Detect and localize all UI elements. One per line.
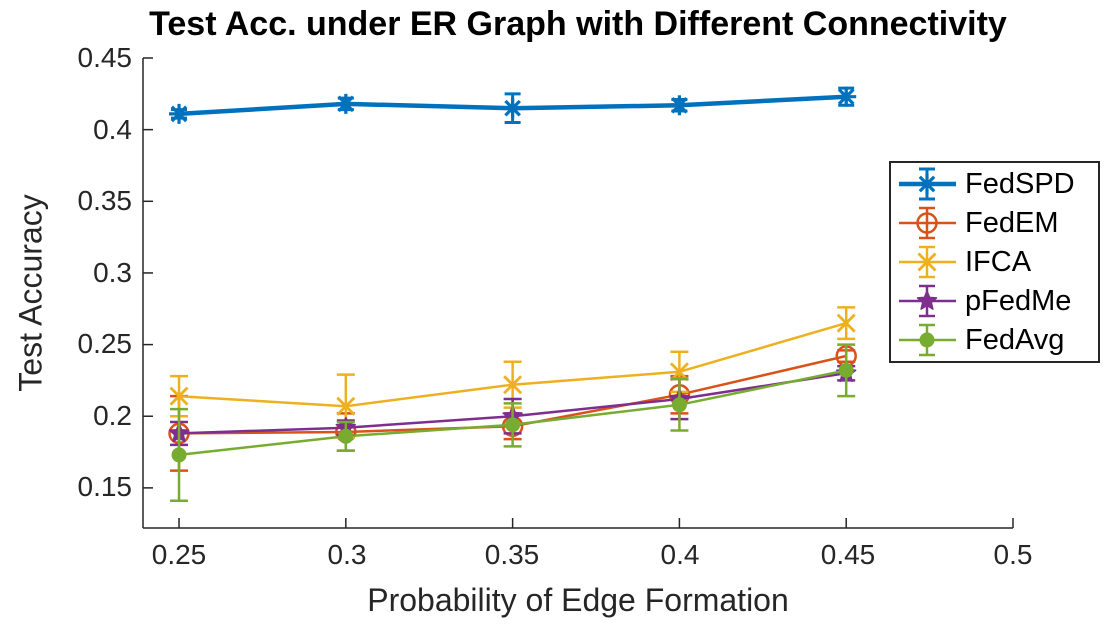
x-marker xyxy=(503,375,523,395)
legend-label: FedSPD xyxy=(965,167,1075,200)
y-tick-label: 0.15 xyxy=(77,471,133,502)
fedspd-errorbar-line-icon xyxy=(899,167,956,201)
legend-entry-ifca: IFCA xyxy=(891,243,1098,281)
filled-circle-marker xyxy=(171,447,187,463)
x-tick-label: 0.3 xyxy=(327,539,367,570)
asterisk-marker xyxy=(169,103,190,124)
filled-circle-marker xyxy=(338,428,354,444)
open-circle-marker xyxy=(916,212,938,234)
asterisk-marker xyxy=(335,93,356,114)
x-tick-label: 0.45 xyxy=(820,539,876,570)
legend-label: pFedMe xyxy=(965,284,1072,317)
legend-entry-fedem: FedEM xyxy=(891,204,1098,242)
y-tick-label: 0.35 xyxy=(77,185,133,216)
filled-circle-marker xyxy=(838,362,854,378)
asterisk-marker xyxy=(669,95,690,116)
star-marker xyxy=(916,290,938,310)
fedavg-errorbar-line-icon xyxy=(899,323,956,357)
x-axis-label: Probability of Edge Formation xyxy=(367,582,789,618)
y-tick-label: 0.3 xyxy=(93,257,132,288)
asterisk-marker xyxy=(917,174,937,194)
x-marker xyxy=(336,396,356,416)
x-marker xyxy=(669,362,689,382)
legend-label: FedEM xyxy=(965,206,1059,239)
asterisk-marker xyxy=(502,98,523,119)
x-marker xyxy=(917,252,937,272)
legend-entry-pfedme: pFedMe xyxy=(891,282,1098,320)
x-tick-label: 0.5 xyxy=(993,539,1033,570)
y-tick-label: 0.45 xyxy=(77,42,133,73)
y-tick-label: 0.2 xyxy=(93,400,132,431)
legend-entry-fedavg: FedAvg xyxy=(891,321,1098,359)
legend-entry-fedspd: FedSPD xyxy=(891,165,1098,203)
x-tick-label: 0.35 xyxy=(484,539,540,570)
x-tick-label: 0.25 xyxy=(151,539,207,570)
ifca-errorbar-line-icon xyxy=(899,245,956,279)
filled-circle-marker xyxy=(919,332,935,348)
chart-title: Test Acc. under ER Graph with Different … xyxy=(149,5,1007,43)
series-fedspd xyxy=(169,86,857,124)
pfedme-errorbar-line-icon xyxy=(899,284,956,318)
axes xyxy=(142,57,1014,529)
y-tick-label: 0.4 xyxy=(93,114,132,145)
legend-box: FedSPD FedEM IFCA pFedMe FedAvg xyxy=(889,161,1100,363)
x-marker xyxy=(169,386,189,406)
series-fedavg xyxy=(170,343,856,503)
y-tick-label: 0.25 xyxy=(77,328,133,359)
filled-circle-marker xyxy=(671,397,687,413)
legend-label: IFCA xyxy=(965,245,1032,278)
fedem-errorbar-line-icon xyxy=(899,206,956,240)
x-marker xyxy=(836,313,856,333)
legend-label: FedAvg xyxy=(965,323,1065,356)
filled-circle-marker xyxy=(505,417,521,433)
x-tick-label: 0.4 xyxy=(660,539,700,570)
asterisk-marker xyxy=(836,86,857,107)
